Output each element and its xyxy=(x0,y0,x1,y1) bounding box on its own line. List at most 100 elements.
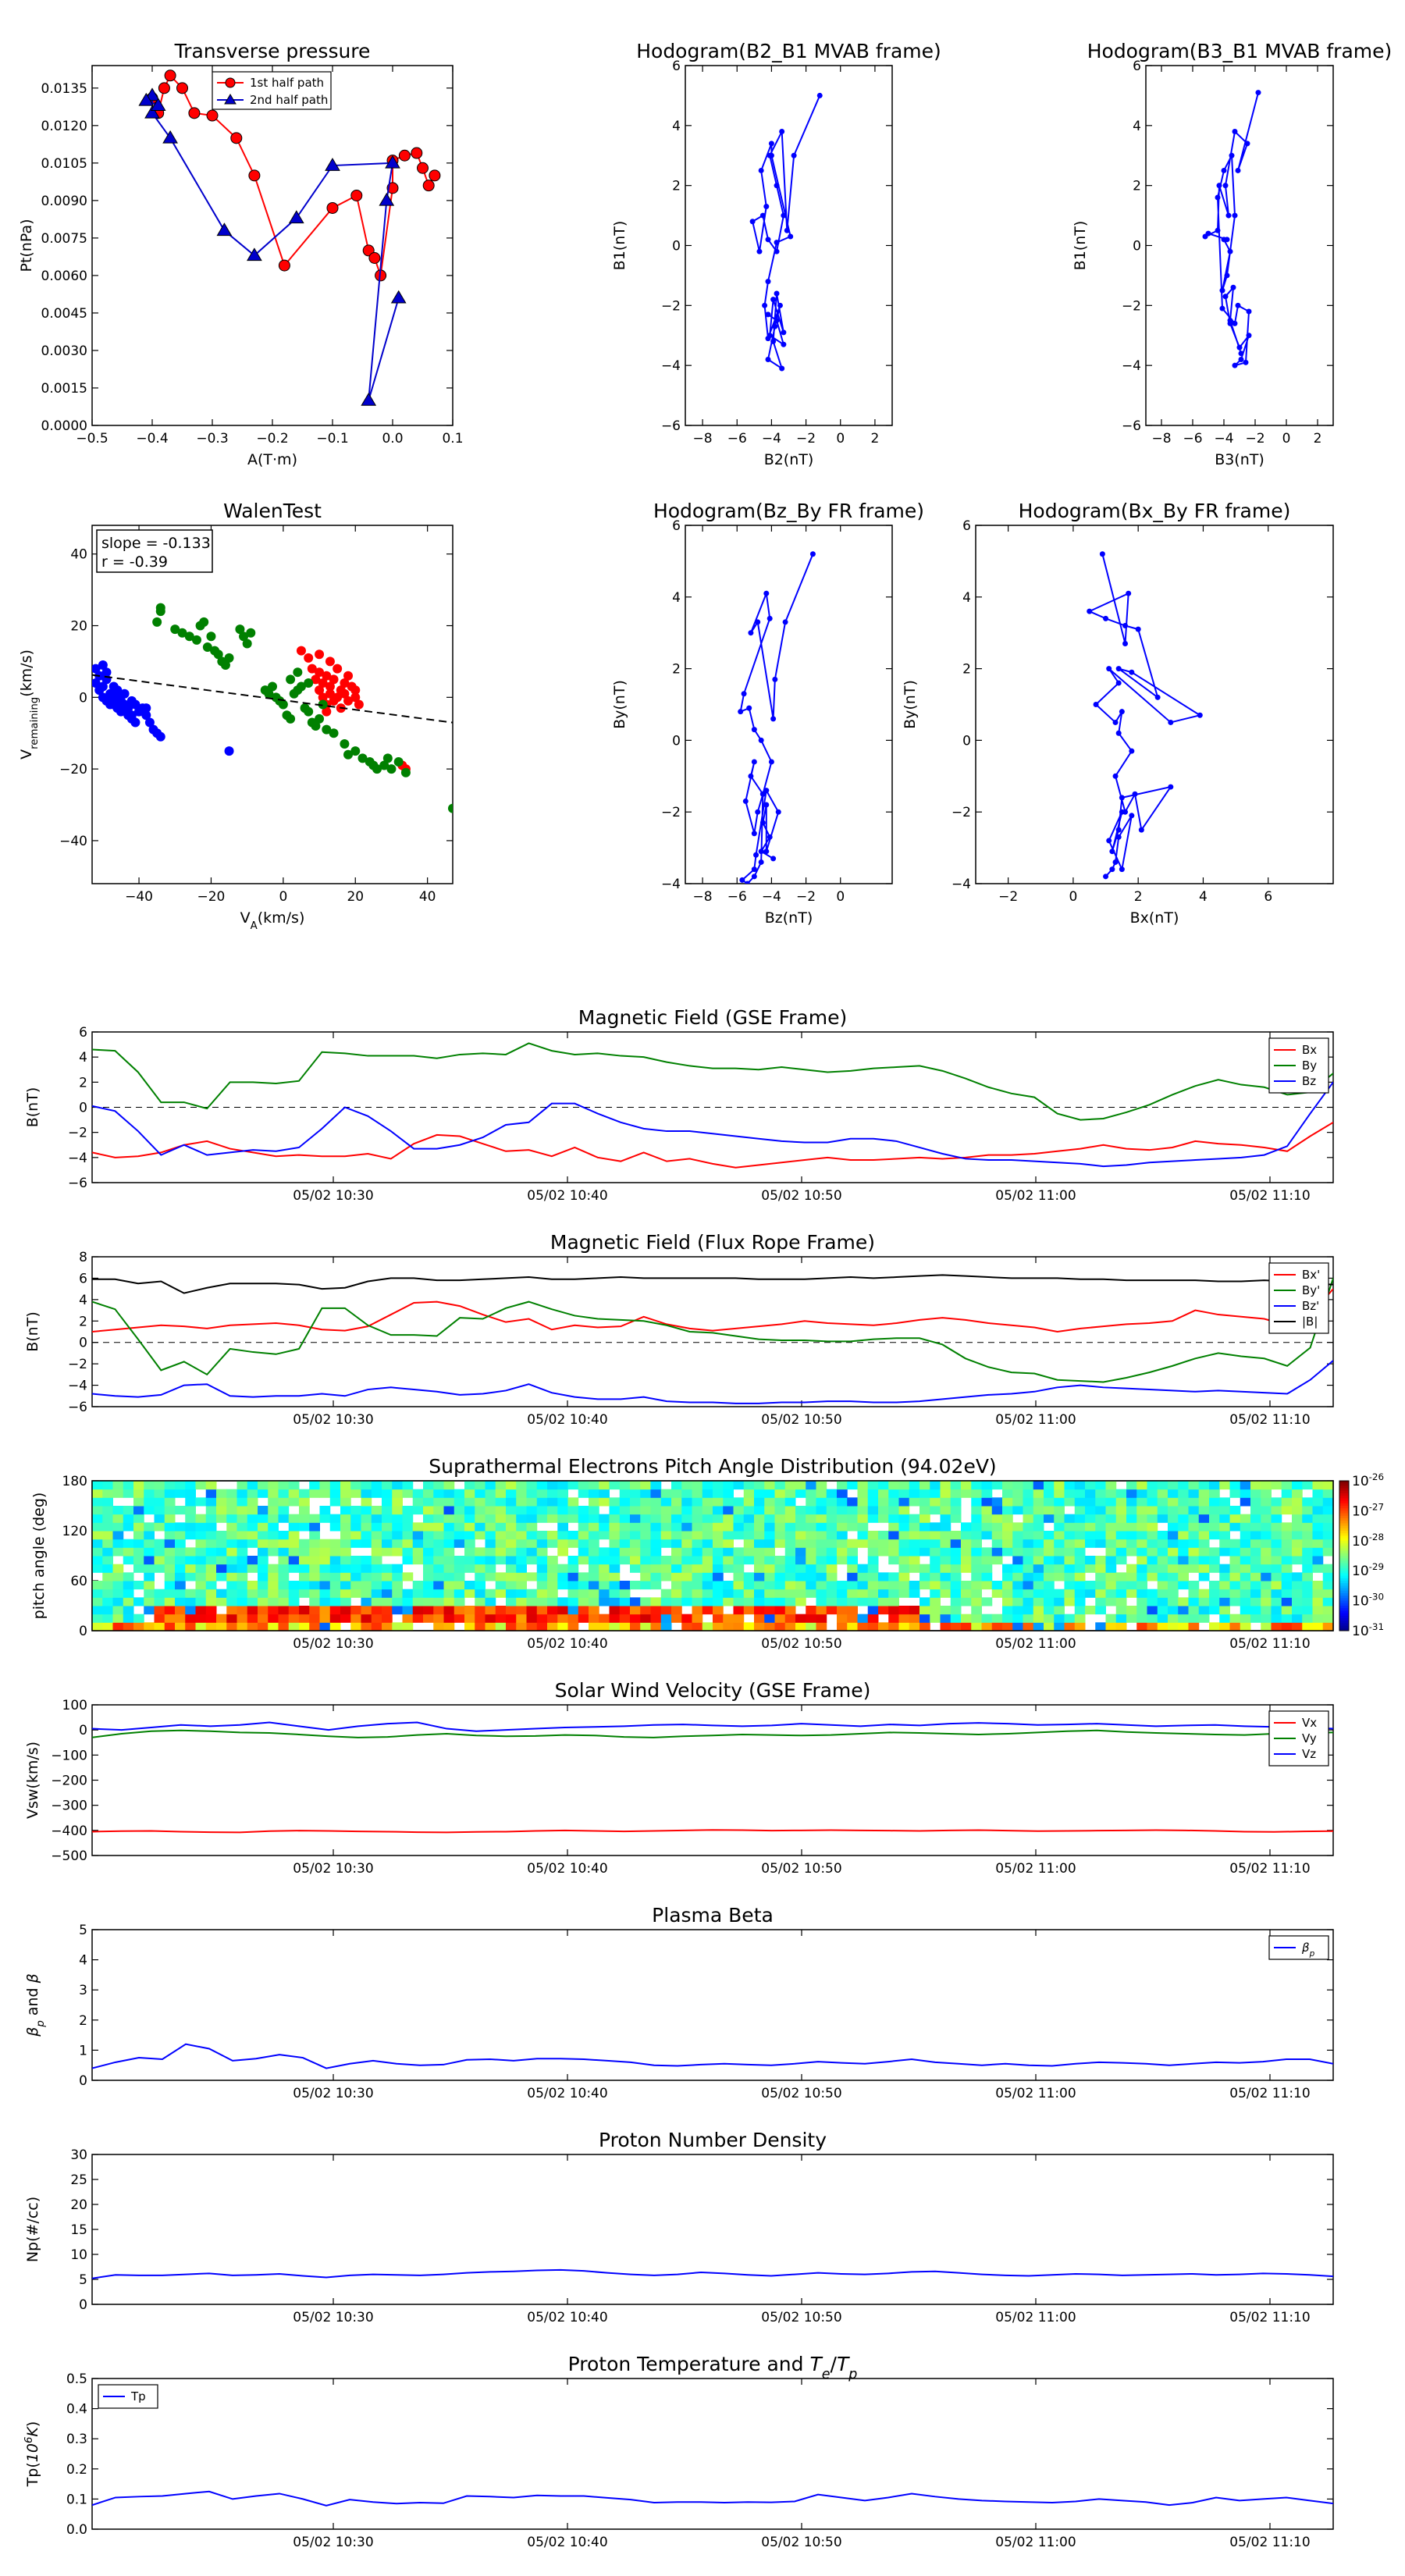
heatmap-cell xyxy=(1261,1481,1272,1490)
data-point xyxy=(791,152,797,158)
heatmap-cell xyxy=(867,1481,879,1490)
heatmap-cell xyxy=(795,1614,806,1623)
heatmap-cell xyxy=(609,1597,621,1606)
data-point xyxy=(162,130,178,144)
heatmap-cell xyxy=(857,1506,869,1515)
heatmap-cell xyxy=(382,1572,393,1582)
colorbar-cell xyxy=(1339,1548,1349,1552)
heatmap-cell xyxy=(888,1514,899,1523)
heatmap-cell xyxy=(247,1589,258,1598)
data-point xyxy=(422,180,435,192)
heatmap-cell xyxy=(247,1581,258,1590)
heatmap-cell xyxy=(723,1522,734,1532)
panel-title: Magnetic Field (GSE Frame) xyxy=(578,1006,847,1029)
data-point xyxy=(119,703,130,713)
heatmap-cell xyxy=(764,1522,775,1532)
heatmap-cell xyxy=(1261,1522,1272,1532)
heatmap-cell xyxy=(1002,1506,1013,1515)
heatmap-cell xyxy=(743,1606,755,1615)
data-point xyxy=(325,656,335,667)
heatmap-cell xyxy=(195,1531,207,1540)
colorbar-cell xyxy=(1339,1490,1349,1494)
heatmap-cell xyxy=(567,1531,579,1540)
heatmap-cell xyxy=(154,1506,165,1515)
heatmap-cell xyxy=(278,1556,290,1565)
heatmap-cell xyxy=(1188,1597,1200,1606)
heatmap-cell xyxy=(1012,1531,1023,1540)
heatmap-cell xyxy=(237,1489,248,1498)
heatmap-cell xyxy=(867,1489,879,1498)
heatmap-cell xyxy=(102,1597,113,1606)
heatmap-cell xyxy=(1322,1581,1333,1590)
heatmap-cell xyxy=(981,1572,993,1582)
heatmap-cell xyxy=(1209,1522,1220,1532)
heatmap-cell xyxy=(733,1531,745,1540)
heatmap-cell xyxy=(1157,1514,1168,1523)
heatmap-cell xyxy=(589,1531,599,1540)
data-point xyxy=(98,660,108,671)
heatmap-cell xyxy=(919,1506,930,1515)
heatmap-cell xyxy=(123,1581,134,1590)
y-axis-label: By(nT) xyxy=(611,680,628,729)
heatmap-cell xyxy=(1136,1522,1147,1532)
data-point xyxy=(213,649,223,660)
heatmap-cell xyxy=(733,1481,745,1490)
heatmap-cell xyxy=(681,1564,692,1573)
data-point xyxy=(763,849,770,855)
data-point xyxy=(101,667,112,678)
heatmap-cell xyxy=(764,1614,775,1623)
heatmap-cell xyxy=(1198,1564,1210,1573)
heatmap-cell xyxy=(102,1622,113,1631)
heatmap-cell xyxy=(826,1564,838,1573)
heatmap-cell xyxy=(516,1506,527,1515)
heatmap-cell xyxy=(371,1556,382,1565)
heatmap-cell xyxy=(589,1497,599,1507)
heatmap-cell xyxy=(1168,1531,1179,1540)
heatmap-cell xyxy=(164,1531,176,1540)
data-point xyxy=(130,699,140,710)
heatmap-cell xyxy=(888,1556,899,1565)
heatmap-cell xyxy=(226,1589,237,1598)
data-point xyxy=(749,219,756,225)
heatmap-cell xyxy=(340,1531,351,1540)
heatmap-cell xyxy=(205,1531,217,1540)
heatmap-cell xyxy=(258,1539,269,1548)
heatmap-cell xyxy=(1219,1531,1230,1540)
data-point xyxy=(1126,590,1132,596)
heatmap-cell xyxy=(888,1497,899,1507)
heatmap-cell xyxy=(506,1481,517,1490)
heatmap-cell xyxy=(1044,1614,1055,1623)
data-point xyxy=(144,717,155,728)
heatmap-cell xyxy=(464,1606,475,1615)
heatmap-cell xyxy=(754,1597,765,1606)
heatmap-cell xyxy=(599,1531,610,1540)
heatmap-cell xyxy=(1229,1522,1241,1532)
data-point xyxy=(777,302,783,308)
heatmap-cell xyxy=(878,1489,889,1498)
heatmap-cell xyxy=(329,1622,341,1631)
y-tick-label: 0 xyxy=(79,2297,87,2313)
heatmap-cell xyxy=(671,1506,682,1515)
heatmap-cell xyxy=(991,1539,1003,1548)
heatmap-cell xyxy=(1054,1589,1065,1598)
heatmap-cell xyxy=(1002,1539,1013,1548)
heatmap-cell xyxy=(671,1489,682,1498)
heatmap-cell xyxy=(1219,1614,1230,1623)
heatmap-cell xyxy=(1054,1531,1065,1540)
heatmap-cell xyxy=(412,1539,424,1548)
y-tick-label: 0.0090 xyxy=(41,194,87,209)
heatmap-cell xyxy=(1219,1572,1230,1582)
heatmap-cell xyxy=(268,1597,279,1606)
heatmap-cell xyxy=(185,1522,196,1532)
x-tick-label: 2 xyxy=(1314,431,1322,447)
heatmap-cell xyxy=(1250,1606,1261,1615)
heatmap-cell xyxy=(1281,1564,1293,1573)
heatmap-cell xyxy=(991,1522,1003,1532)
data-point xyxy=(184,632,194,642)
heatmap-cell xyxy=(950,1597,962,1606)
heatmap-cell xyxy=(1302,1622,1313,1631)
heatmap-cell xyxy=(733,1556,745,1565)
x-tick-label: −6 xyxy=(727,889,747,905)
heatmap-cell xyxy=(516,1547,527,1557)
heatmap-cell xyxy=(589,1572,599,1582)
